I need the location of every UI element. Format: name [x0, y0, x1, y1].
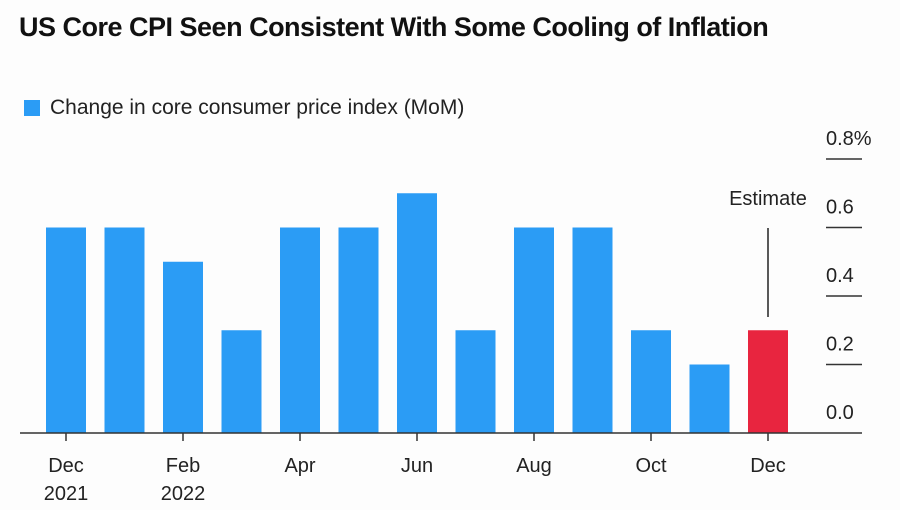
chart-title: US Core CPI Seen Consistent With Some Co… [19, 12, 769, 42]
bar [455, 330, 496, 433]
x-tick-label: Jun [401, 455, 433, 477]
x-tick-label: Feb [166, 455, 200, 477]
x-tick-label: 2022 [161, 483, 206, 505]
bar [221, 330, 262, 433]
y-tick-label: 0.6 [826, 197, 854, 219]
bar [397, 193, 437, 433]
x-tick-label: Dec [750, 455, 786, 477]
bar [338, 227, 379, 433]
y-tick-label: 0.8% [826, 128, 872, 150]
y-tick-label: 0.2 [826, 334, 854, 356]
legend: Change in core consumer price index (MoM… [24, 96, 464, 120]
bar [46, 227, 86, 433]
y-tick-label: 0.0 [826, 402, 854, 424]
x-tick-label: Oct [635, 455, 667, 477]
x-tick-label: 2021 [44, 483, 89, 505]
legend-swatch [24, 100, 40, 116]
bar [104, 227, 145, 433]
x-tick-label: Aug [516, 455, 552, 477]
bar [280, 227, 320, 433]
estimate-annotation-label: Estimate [729, 188, 807, 210]
bar-estimate [748, 330, 788, 433]
legend-label: Change in core consumer price index (MoM… [50, 96, 465, 119]
bar [689, 364, 730, 433]
x-tick-label: Apr [284, 455, 315, 477]
x-tick-label: Dec [48, 455, 84, 477]
bar [631, 330, 671, 433]
bar [514, 227, 554, 433]
y-tick-label: 0.4 [826, 265, 854, 287]
bar [163, 261, 203, 433]
bar [572, 227, 613, 433]
